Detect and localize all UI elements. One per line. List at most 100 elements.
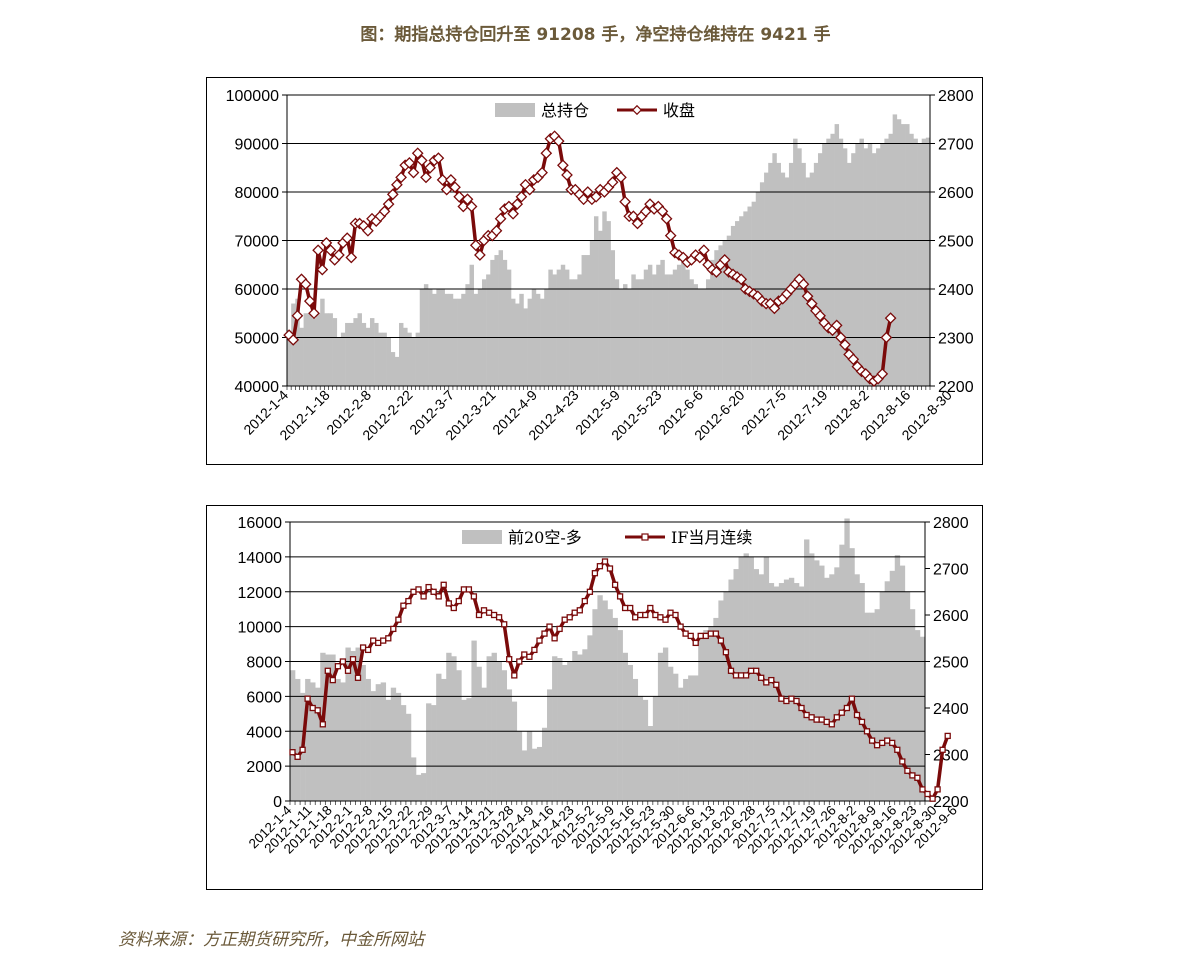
chart2-bar <box>728 579 734 801</box>
chart1-line-point <box>664 229 677 242</box>
chart2-line-point <box>359 644 367 651</box>
chart2-line-point <box>884 737 891 744</box>
chart1-line-point <box>362 224 374 237</box>
chart2-bar <box>919 636 926 801</box>
chart1-line-point <box>606 176 619 189</box>
chart1-left-tick-label: 100000 <box>226 88 279 105</box>
chart1-bar <box>801 162 806 386</box>
chart1-line-point <box>303 295 316 307</box>
chart1-bar <box>909 133 914 386</box>
chart1-bar <box>826 138 831 386</box>
chart1-bar <box>511 298 516 386</box>
chart2-bar <box>597 595 603 801</box>
chart1-line-point <box>834 331 847 344</box>
chart1-right-tick-label: 2700 <box>938 137 974 154</box>
chart2-bar <box>426 703 432 801</box>
chart2-line-point <box>450 604 457 612</box>
chart1-bar <box>564 269 570 386</box>
chart2-bar <box>466 698 472 801</box>
chart1-bar <box>705 279 711 386</box>
chart2-bar <box>809 553 815 801</box>
chart2-line-point <box>838 709 845 716</box>
chart1-bar <box>809 172 815 386</box>
chart1-bar <box>552 274 557 386</box>
chart1-bar <box>900 124 906 386</box>
chart2-line-point <box>788 695 795 702</box>
chart2-line-point <box>324 667 331 674</box>
chart2-right-tick-label: 2600 <box>933 608 969 625</box>
chart2-line-point <box>732 672 740 679</box>
chart2-bar <box>501 670 508 801</box>
chart1-left-tick-label: 60000 <box>235 282 280 299</box>
chart2-bar <box>642 699 649 801</box>
chart2-line-point <box>778 695 785 702</box>
chart2-line-point <box>516 658 523 665</box>
chart1-bar <box>336 337 342 386</box>
chart2-bar <box>552 656 558 801</box>
chart2-line-point <box>546 623 553 630</box>
chart1-bar <box>523 308 528 386</box>
chart2-line-point <box>294 753 301 760</box>
chart1-line-point <box>287 334 300 346</box>
chart1-bar <box>631 274 636 386</box>
chart2-bar <box>763 556 770 802</box>
chart1-bar <box>768 162 773 386</box>
chart1-bar <box>407 332 412 386</box>
chart2-bar <box>804 539 810 801</box>
chart2-bar <box>632 678 639 801</box>
chart1-bar <box>349 322 354 386</box>
chart2-bar <box>410 757 417 801</box>
chart2-bar <box>652 696 659 802</box>
chart1-bar <box>635 279 640 386</box>
chart2-line-point <box>717 637 725 644</box>
chart2-left-tick-label: 14000 <box>238 550 283 567</box>
chart2-bar <box>305 678 311 801</box>
chart1-bar <box>784 177 790 386</box>
chart2-line-point <box>410 588 417 595</box>
chart1-right-tick-label: 2800 <box>938 88 974 105</box>
chart1-bar <box>328 313 333 386</box>
chart1-bar <box>382 332 387 386</box>
chart2-line-point <box>395 616 402 623</box>
chart2-bar <box>783 579 790 801</box>
chart2-bar <box>511 701 518 801</box>
chart2-bar <box>436 673 442 801</box>
chart1-bar <box>623 284 628 386</box>
chart2-left-tick-label: 0 <box>273 794 282 811</box>
chart1-line-point <box>511 198 524 210</box>
chart1-line-point <box>474 249 486 261</box>
chart1-bar <box>718 245 723 386</box>
chart1-left-tick-label: 70000 <box>235 234 280 251</box>
chart2-line-point <box>400 602 407 609</box>
chart1-bar <box>710 259 715 386</box>
chart1-bar <box>316 313 321 386</box>
chart2-line-point <box>314 707 321 714</box>
chart1-bar <box>735 221 740 386</box>
chart2-line-point <box>783 697 790 705</box>
chart2-bar <box>753 569 759 801</box>
chart2-line-point <box>621 604 629 612</box>
chart2-bar <box>889 570 896 801</box>
chart2-bar <box>360 664 366 801</box>
chart1-bar <box>888 133 893 386</box>
chart2-line-point <box>420 593 427 600</box>
chart2-line-point <box>879 739 886 747</box>
chart2-line-point <box>768 676 775 684</box>
chart1-bar <box>502 259 508 386</box>
chart2-bar <box>612 617 618 801</box>
chart2-line-point <box>863 728 871 735</box>
chart1-left-tick-label: 80000 <box>235 185 280 202</box>
chart1-bar <box>287 337 292 386</box>
chart1-bar <box>490 259 495 386</box>
chart2-bar <box>456 670 462 801</box>
chart2-line-point <box>309 704 316 712</box>
chart2-bar <box>622 652 628 801</box>
chart1-bar <box>461 293 466 386</box>
chart2-line-point <box>657 614 664 621</box>
chart1-bar <box>569 279 574 386</box>
chart2-bar <box>405 713 412 801</box>
chart1-line-point <box>801 290 814 303</box>
chart1-bar <box>560 264 566 386</box>
chart2-line-point <box>576 607 583 614</box>
chart2-left-tick-label: 8000 <box>246 655 282 672</box>
